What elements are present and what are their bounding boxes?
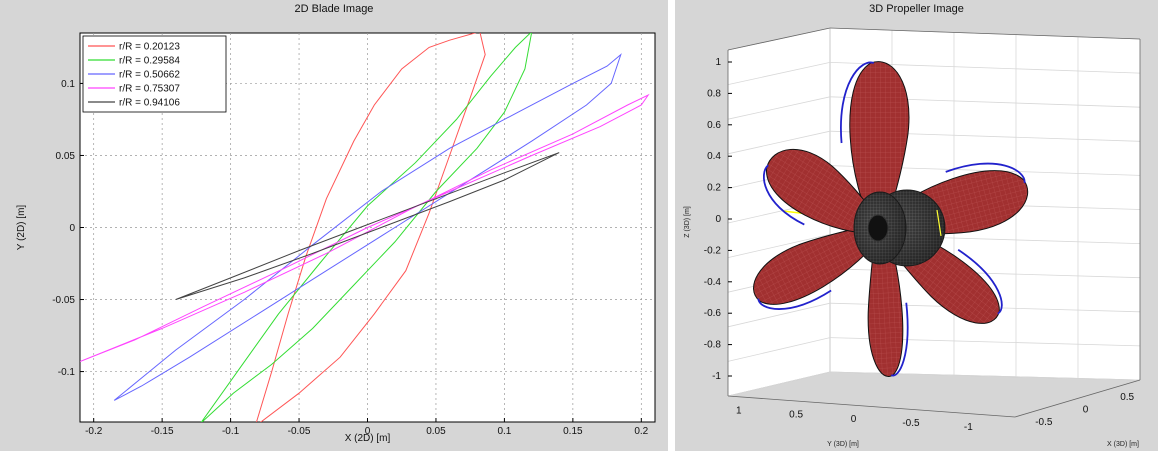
y-tick-label: 0 [69,223,75,234]
z3d-axis-label: Z (3D) [m] [684,206,691,238]
x-tick-label: -0.05 [288,426,311,437]
z-tick-label: 1 [715,57,721,68]
x-tick-label: 0.15 [563,426,583,437]
y-axis-label: Y (2D) [m] [16,205,27,251]
x3d-tick-label: -0.5 [1035,417,1053,428]
x-tick-label: 0 [365,426,371,437]
y-tick-label: 0.05 [56,151,76,162]
legend-entry: r/R = 0.75307 [119,84,180,95]
z-tick-label: 0.8 [707,88,721,99]
propeller-3d-chart: 1 0.8 0.6 0.4 0.2 0 -0.2 -0.4 -0.6 -0.8 -1 1 0.5 0 -0.… [684,27,1141,448]
z-tick-label: 0 [715,214,721,225]
y-tick-label: 0.1 [61,79,75,90]
x3d-axis-label: X (3D) [m] [1107,441,1139,448]
y3d-tick-label: 0.5 [789,410,803,421]
legend: r/R = 0.20123 r/R = 0.29584 r/R = 0.50662 r… [82,35,227,113]
y-tick-label: -0.05 [52,295,75,306]
propeller-3d-title: 3D Propeller Image [869,3,964,15]
legend-entry: r/R = 0.50662 [119,70,180,81]
propeller-3d-panel: 3D Propeller Image 1 0.8 0.6 0.4 0.2 0 -0.2 -0.… [675,0,1158,451]
blade-2d-chart: -0.2 -0.15 -0.1 -0.05 0 0.05 0.1 0.15 0.2 0.1 0.05… [16,32,656,444]
z-tick-label: -0.6 [704,308,722,319]
propeller-blade-4 [867,227,909,377]
blade-2d-title: 2D Blade Image [294,3,374,15]
propeller-hub [853,189,946,267]
x-tick-label: 0.05 [426,426,446,437]
propeller-blade-5 [753,222,884,310]
x-tick-label: -0.15 [151,426,174,437]
y3d-tick-label: -1 [964,422,973,433]
y3d-tick-label: 1 [736,405,742,416]
x3d-tick-label: 0 [1083,405,1089,416]
x-tick-label: -0.1 [222,426,240,437]
y-tick-label: -0.1 [58,367,76,378]
legend-entry: r/R = 0.29584 [119,56,180,67]
series-line-5 [175,152,560,300]
propeller-blade-6 [762,148,884,234]
x-tick-label: 0.1 [497,426,511,437]
legend-entry: r/R = 0.94106 [119,98,180,109]
z-tick-label: 0.2 [707,183,721,194]
x3d-tick-label: 0.5 [1120,392,1134,403]
x-axis-label: X (2D) [m] [345,433,391,444]
x-tick-label: -0.2 [85,426,103,437]
blade-2d-panel: 2D Blade Image -0.2 -0.15 -0.1 -0.05 0 0.05 0.… [0,0,668,451]
z-tick-label: -1 [712,371,721,382]
z-tick-label: -0.8 [704,340,722,351]
y3d-axis-label: Y (3D) [m] [827,441,859,448]
z-tick-label: -0.2 [704,245,722,256]
propeller-blade-1 [840,61,910,229]
y3d-tick-label: -0.5 [902,418,920,429]
y3d-tick-label: 0 [851,414,857,425]
series-line-2 [200,33,533,422]
series-line-3 [113,53,622,401]
legend-entry: r/R = 0.20123 [119,42,180,53]
z-tick-label: 0.4 [707,151,721,162]
z-tick-label: 0.6 [707,120,721,131]
z-tick-label: -0.4 [704,277,722,288]
x-tick-label: 0.2 [634,426,648,437]
series-line-4 [80,93,650,362]
